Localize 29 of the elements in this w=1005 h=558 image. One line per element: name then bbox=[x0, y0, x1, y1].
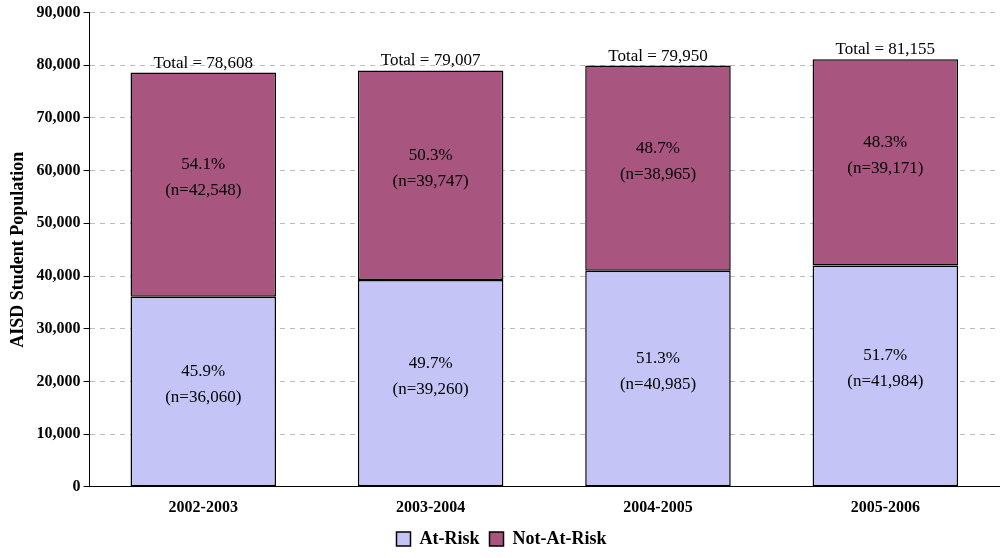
data-label: 54.1% (n=42,548) bbox=[165, 154, 242, 200]
x-tick-label: 2005-2006 bbox=[850, 497, 920, 515]
y-tick-label: 50,000 bbox=[36, 213, 81, 231]
data-label: 48.3% (n=39,171) bbox=[847, 131, 924, 177]
total-label: Total = 78,608 bbox=[153, 52, 254, 72]
y-tick-label: 0 bbox=[72, 476, 81, 494]
data-label: 50.3% (n=39,747) bbox=[392, 144, 469, 190]
data-label: 51.3% (n=40,985) bbox=[619, 348, 697, 394]
data-label: 49.7% (n=39,260) bbox=[392, 352, 469, 398]
y-axis-title: AISD Student Population bbox=[7, 151, 28, 348]
y-tick-label: 20,000 bbox=[36, 371, 81, 389]
x-tick-label: 2003-2004 bbox=[395, 497, 466, 515]
y-tick-label: 60,000 bbox=[36, 160, 81, 178]
x-tick-label: 2002-2003 bbox=[168, 497, 238, 515]
total-label: Total = 79,950 bbox=[608, 45, 708, 65]
y-tick-label: 40,000 bbox=[36, 266, 81, 284]
y-tick-label: 30,000 bbox=[36, 318, 81, 336]
y-tick-label: 90,000 bbox=[36, 2, 81, 20]
y-tick-label: 70,000 bbox=[36, 108, 81, 126]
y-tick-label: 80,000 bbox=[36, 55, 81, 73]
legend-label: Not-At-Risk bbox=[512, 527, 607, 548]
data-label: 51.7% (n=41,984) bbox=[847, 345, 924, 391]
total-label: Total = 81,155 bbox=[835, 39, 936, 59]
data-label: 48.7% (n=38,965) bbox=[619, 137, 697, 183]
x-tick-label: 2004-2005 bbox=[623, 497, 693, 515]
data-label: 45.9% (n=36,060) bbox=[165, 361, 242, 407]
legend-label: At-Risk bbox=[419, 527, 480, 548]
y-tick-label: 10,000 bbox=[36, 424, 81, 442]
total-label: Total = 79,007 bbox=[380, 50, 481, 70]
